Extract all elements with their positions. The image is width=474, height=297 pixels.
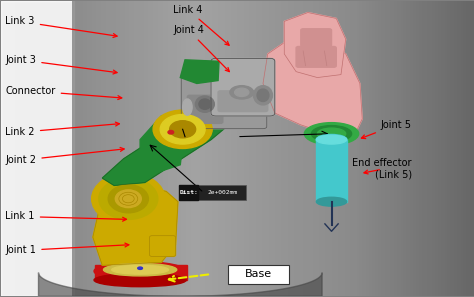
Text: 2e+002mm: 2e+002mm bbox=[208, 190, 238, 195]
Ellipse shape bbox=[254, 86, 273, 105]
Ellipse shape bbox=[94, 262, 186, 281]
Ellipse shape bbox=[182, 99, 192, 115]
Text: Link 3: Link 3 bbox=[5, 16, 117, 37]
Text: Joint 3: Joint 3 bbox=[5, 55, 117, 74]
FancyBboxPatch shape bbox=[301, 29, 331, 47]
FancyBboxPatch shape bbox=[150, 236, 175, 256]
Bar bbox=[0, 1, 74, 296]
Bar bbox=[95, 265, 187, 280]
Bar bbox=[317, 140, 346, 202]
Text: Joint 1: Joint 1 bbox=[5, 243, 129, 255]
FancyBboxPatch shape bbox=[181, 72, 267, 129]
Ellipse shape bbox=[138, 267, 143, 269]
Ellipse shape bbox=[317, 197, 346, 206]
Ellipse shape bbox=[199, 99, 211, 109]
FancyBboxPatch shape bbox=[187, 95, 223, 123]
Text: Joint 4: Joint 4 bbox=[173, 25, 229, 72]
Text: Joint 2: Joint 2 bbox=[5, 147, 124, 165]
Text: Link 1: Link 1 bbox=[5, 211, 127, 222]
Text: Base: Base bbox=[245, 269, 272, 279]
Ellipse shape bbox=[195, 96, 214, 112]
Ellipse shape bbox=[168, 130, 173, 134]
Ellipse shape bbox=[235, 88, 249, 97]
FancyBboxPatch shape bbox=[179, 185, 246, 200]
Polygon shape bbox=[93, 185, 178, 265]
Ellipse shape bbox=[316, 135, 347, 145]
Ellipse shape bbox=[317, 135, 346, 144]
FancyBboxPatch shape bbox=[228, 265, 289, 284]
Ellipse shape bbox=[91, 173, 165, 225]
FancyBboxPatch shape bbox=[211, 58, 275, 116]
Ellipse shape bbox=[115, 190, 141, 208]
Ellipse shape bbox=[257, 89, 269, 102]
Ellipse shape bbox=[304, 123, 359, 145]
Text: Link 2: Link 2 bbox=[5, 122, 119, 137]
Polygon shape bbox=[102, 119, 225, 185]
Ellipse shape bbox=[99, 178, 158, 219]
Text: Link 4: Link 4 bbox=[173, 4, 229, 45]
Ellipse shape bbox=[230, 86, 254, 99]
Ellipse shape bbox=[103, 263, 177, 276]
Ellipse shape bbox=[94, 274, 186, 287]
Text: Dist:: Dist: bbox=[180, 190, 198, 195]
Ellipse shape bbox=[170, 121, 196, 138]
FancyBboxPatch shape bbox=[218, 91, 268, 112]
Polygon shape bbox=[263, 36, 362, 135]
Ellipse shape bbox=[318, 128, 346, 139]
Ellipse shape bbox=[153, 110, 212, 148]
Polygon shape bbox=[38, 273, 322, 296]
Ellipse shape bbox=[160, 115, 205, 144]
Ellipse shape bbox=[108, 185, 148, 213]
Ellipse shape bbox=[112, 265, 168, 274]
Text: Connector: Connector bbox=[5, 86, 122, 99]
FancyBboxPatch shape bbox=[179, 185, 198, 200]
Text: End effector
(Link 5): End effector (Link 5) bbox=[352, 158, 412, 180]
Text: Joint 5: Joint 5 bbox=[361, 120, 412, 139]
Ellipse shape bbox=[311, 126, 352, 142]
Polygon shape bbox=[180, 60, 219, 83]
Polygon shape bbox=[284, 12, 346, 78]
FancyBboxPatch shape bbox=[296, 47, 336, 67]
Polygon shape bbox=[140, 116, 185, 178]
